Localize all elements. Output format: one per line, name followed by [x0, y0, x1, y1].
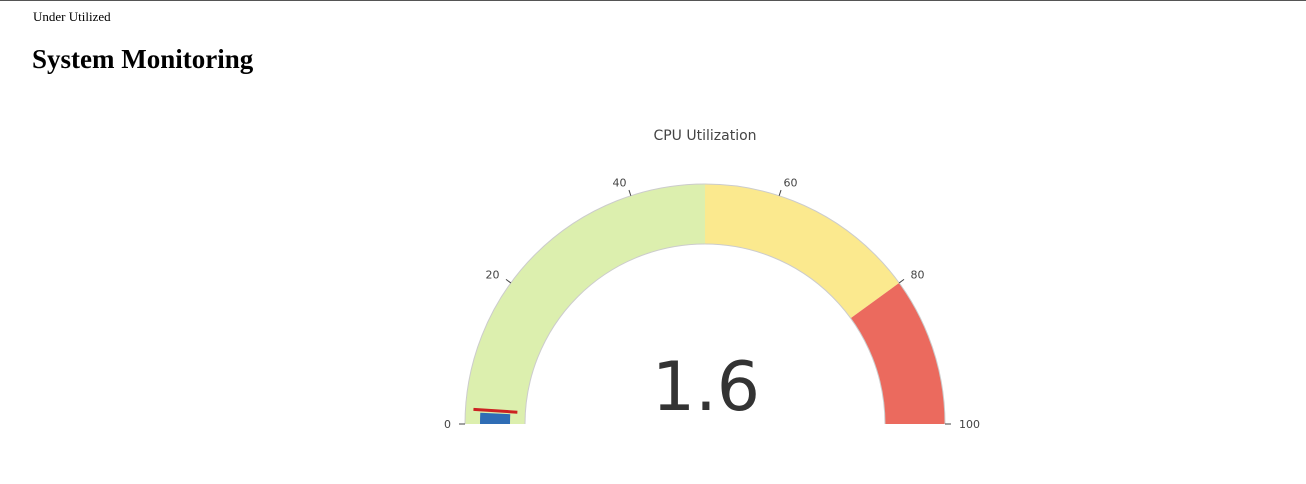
gauge-tick-mark [505, 279, 512, 284]
gauge-tick-label: 40 [613, 176, 627, 189]
gauge-threshold-line [473, 407, 518, 414]
gauge-tick-mark [778, 189, 782, 196]
gauge-tick-label: 80 [910, 269, 924, 282]
gauge-step-3 [850, 282, 945, 424]
gauge-value: 1.6 [652, 348, 760, 427]
page-title: System Monitoring [32, 44, 254, 74]
gauge-tick-label: 0 [444, 418, 451, 431]
gauge-step-1 [465, 184, 705, 424]
gauge-tick-label: 20 [486, 269, 500, 282]
top-divider [0, 0, 1306, 1]
gauge-outer-outline [464, 183, 946, 425]
gauge-value-bar [480, 412, 511, 424]
gauge-tick-label: 60 [783, 176, 797, 189]
gauge-tick-label: 100 [959, 418, 980, 431]
chart-title: CPU Utilization [653, 128, 756, 144]
gauge-tick-mark [898, 279, 905, 284]
gauge-tick-mark [628, 189, 632, 196]
gauge-step-2 [705, 184, 900, 319]
gauge-inner-outline [524, 243, 886, 425]
status-text: Under Utilized [33, 9, 111, 24]
